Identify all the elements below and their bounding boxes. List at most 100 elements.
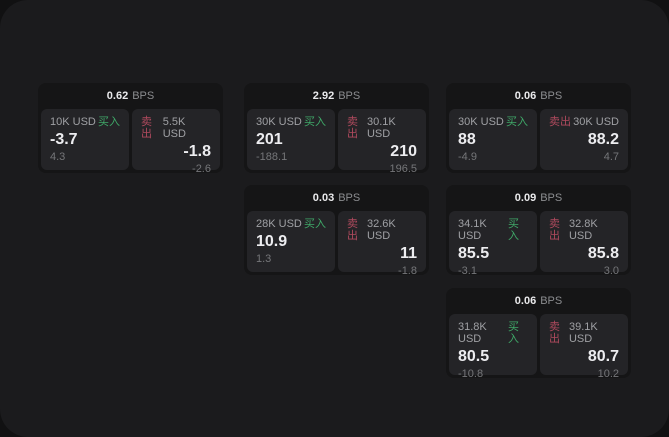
buy-sell-panels: 28K USD 买入 10.9 1.3 卖出 32.6K USD 11 -1.8 [244, 211, 429, 275]
sell-size: 30K USD [573, 116, 619, 128]
buy-tile-header: 30K USD 买入 [256, 116, 326, 128]
buy-tile[interactable]: 28K USD 买入 10.9 1.3 [247, 211, 335, 272]
sell-label: 卖出 [141, 116, 152, 140]
buy-price: 88 [458, 131, 476, 148]
sell-price: 11 [400, 245, 417, 262]
buy-tile-header: 31.8K USD 买入 [458, 321, 528, 345]
buy-tile[interactable]: 31.8K USD 买入 80.5 -10.8 [449, 314, 537, 378]
buy-sell-panels: 10K USD 买入 -3.7 4.3 卖出 5.5K USD -1.8 -2.… [38, 109, 223, 173]
quote-card-5: 0.09 BPS 34.1K USD 买入 85.5 -3.1 卖出 32.8K… [446, 185, 631, 275]
buy-size: 31.8K USD [458, 321, 487, 345]
buy-delta: -188.1 [256, 151, 288, 163]
sell-label: 卖出 [347, 116, 358, 140]
buy-size: 30K USD [256, 116, 302, 128]
bps-unit-label: BPS [540, 295, 563, 307]
buy-delta: 4.3 [50, 151, 66, 163]
bps-value: 0.03 [312, 192, 335, 204]
sell-delta: 10.2 [597, 368, 619, 378]
bps-unit-label: BPS [132, 90, 155, 102]
quote-card-4: 0.03 BPS 28K USD 买入 10.9 1.3 卖出 32.6K US… [244, 185, 429, 275]
sell-price: 80.7 [587, 348, 619, 365]
sell-delta: 196.5 [389, 163, 417, 173]
sell-tile[interactable]: 卖出 32.6K USD 11 -1.8 [338, 211, 426, 275]
sell-tile[interactable]: 卖出 5.5K USD -1.8 -2.6 [132, 109, 220, 173]
buy-label: 买入 [506, 116, 528, 128]
buy-label: 买入 [304, 116, 326, 128]
bps-unit-label: BPS [338, 90, 361, 102]
bps-value: 0.06 [514, 295, 537, 307]
card-header: 0.06 BPS [446, 288, 631, 314]
buy-tile-header: 28K USD 买入 [256, 218, 326, 230]
sell-tile-header: 卖出 30.1K USD [347, 116, 417, 140]
buy-tile[interactable]: 34.1K USD 买入 85.5 -3.1 [449, 211, 537, 275]
sell-delta: -1.8 [398, 265, 417, 275]
buy-label: 买入 [304, 218, 326, 230]
sell-tile-header: 卖出 30K USD [549, 116, 619, 128]
buy-size: 10K USD [50, 116, 96, 128]
sell-tile-header: 卖出 39.1K USD [549, 321, 619, 345]
sell-delta: 4.7 [603, 151, 619, 163]
buy-sell-panels: 31.8K USD 买入 80.5 -10.8 卖出 39.1K USD 80.… [446, 314, 631, 378]
card-header: 0.09 BPS [446, 185, 631, 211]
buy-tile-header: 30K USD 买入 [458, 116, 528, 128]
buy-delta: -3.1 [458, 265, 477, 275]
quote-card-2: 2.92 BPS 30K USD 买入 201 -188.1 卖出 30.1K … [244, 83, 429, 173]
buy-tile[interactable]: 30K USD 买入 201 -188.1 [247, 109, 335, 170]
buy-label: 买入 [508, 218, 520, 242]
quote-card-1: 0.62 BPS 10K USD 买入 -3.7 4.3 卖出 5.5K USD… [38, 83, 223, 173]
sell-tile[interactable]: 卖出 30.1K USD 210 196.5 [338, 109, 426, 173]
sell-tile[interactable]: 卖出 39.1K USD 80.7 10.2 [540, 314, 628, 378]
sell-size: 32.8K USD [568, 218, 598, 242]
buy-price: -3.7 [50, 131, 78, 148]
buy-price: 10.9 [256, 233, 288, 250]
sell-size: 30.1K USD [366, 116, 396, 140]
bps-unit-label: BPS [338, 192, 361, 204]
sell-delta: -2.6 [192, 163, 211, 173]
sell-tile[interactable]: 卖出 32.8K USD 85.8 3.0 [540, 211, 628, 275]
buy-price: 85.5 [458, 245, 490, 262]
buy-size: 34.1K USD [458, 218, 487, 242]
buy-sell-panels: 30K USD 买入 201 -188.1 卖出 30.1K USD 210 1… [244, 109, 429, 173]
bps-value: 0.09 [514, 192, 537, 204]
sell-size: 39.1K USD [568, 321, 598, 345]
sell-label: 卖出 [347, 218, 358, 242]
card-header: 0.03 BPS [244, 185, 429, 211]
buy-delta: -4.9 [458, 151, 477, 163]
buy-price: 201 [256, 131, 283, 148]
bps-unit-label: BPS [540, 192, 563, 204]
sell-price: 210 [390, 143, 417, 160]
sell-delta: 3.0 [603, 265, 619, 275]
sell-price: 88.2 [587, 131, 619, 148]
buy-tile-header: 34.1K USD 买入 [458, 218, 528, 242]
bps-unit-label: BPS [540, 90, 563, 102]
buy-delta: -10.8 [458, 368, 484, 378]
sell-tile-header: 卖出 32.6K USD [347, 218, 417, 242]
buy-label: 买入 [508, 321, 520, 345]
sell-tile-header: 卖出 5.5K USD [141, 116, 211, 140]
buy-tile[interactable]: 30K USD 买入 88 -4.9 [449, 109, 537, 170]
buy-delta: 1.3 [256, 253, 272, 265]
sell-tile-header: 卖出 32.8K USD [549, 218, 619, 242]
sell-label: 卖出 [549, 321, 560, 345]
buy-size: 28K USD [256, 218, 302, 230]
sell-size: 32.6K USD [366, 218, 396, 242]
card-header: 0.62 BPS [38, 83, 223, 109]
bps-value: 0.06 [514, 90, 537, 102]
buy-label: 买入 [98, 116, 120, 128]
card-header: 0.06 BPS [446, 83, 631, 109]
sell-label: 卖出 [549, 116, 571, 128]
sell-tile[interactable]: 卖出 30K USD 88.2 4.7 [540, 109, 628, 170]
buy-tile[interactable]: 10K USD 买入 -3.7 4.3 [41, 109, 129, 170]
quote-card-6: 0.06 BPS 31.8K USD 买入 80.5 -10.8 卖出 39.1… [446, 288, 631, 378]
buy-sell-panels: 34.1K USD 买入 85.5 -3.1 卖出 32.8K USD 85.8… [446, 211, 631, 275]
buy-tile-header: 10K USD 买入 [50, 116, 120, 128]
sell-price: 85.8 [587, 245, 619, 262]
buy-sell-panels: 30K USD 买入 88 -4.9 卖出 30K USD 88.2 4.7 [446, 109, 631, 173]
sell-price: -1.8 [183, 143, 211, 160]
buy-size: 30K USD [458, 116, 504, 128]
quote-card-3: 0.06 BPS 30K USD 买入 88 -4.9 卖出 30K USD 8… [446, 83, 631, 173]
sell-size: 5.5K USD [162, 116, 186, 140]
bps-value: 0.62 [106, 90, 129, 102]
card-header: 2.92 BPS [244, 83, 429, 109]
